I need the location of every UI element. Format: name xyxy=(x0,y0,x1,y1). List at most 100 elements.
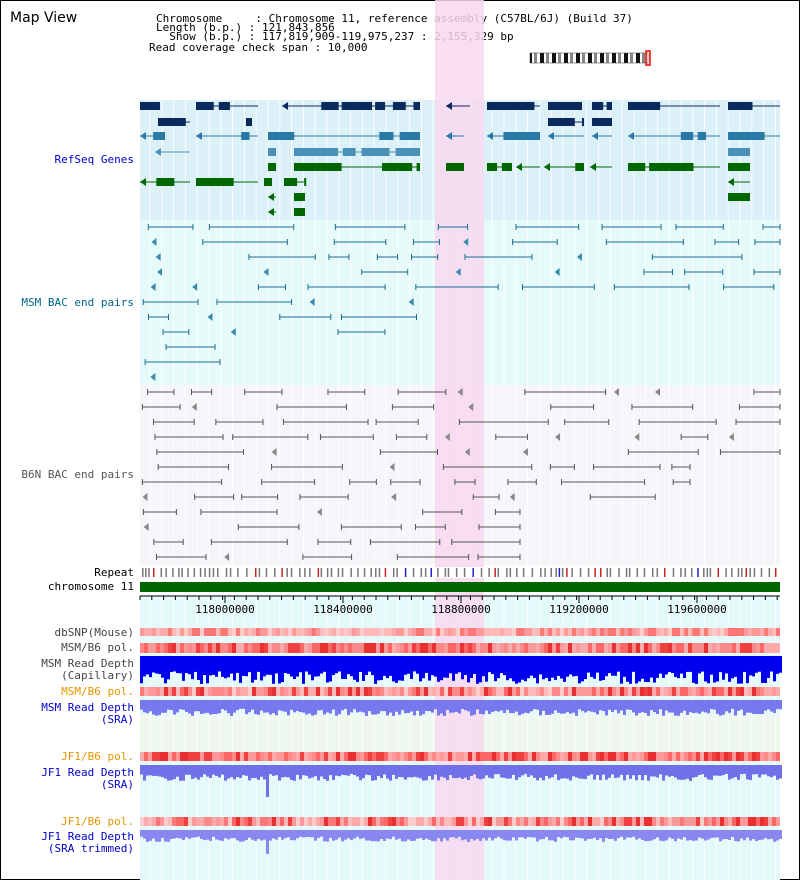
heat-cell xyxy=(296,687,300,696)
depth-bar xyxy=(395,830,398,840)
bac-end-arrow xyxy=(309,298,315,306)
msm-b6-pol-heat-track[interactable] xyxy=(140,643,780,653)
heat-cell xyxy=(572,628,576,636)
depth-bar xyxy=(194,700,197,712)
depth-bar xyxy=(275,765,278,776)
heat-cell xyxy=(632,643,636,653)
depth-bar xyxy=(608,656,611,674)
depth-bar xyxy=(701,656,704,672)
b6n-bac-pairs[interactable] xyxy=(141,388,781,561)
depth-bar xyxy=(755,656,758,673)
heat-cell xyxy=(452,817,456,826)
depth-bar xyxy=(308,656,311,675)
depth-bar xyxy=(542,656,545,680)
bac-end-arrow xyxy=(408,298,414,306)
depth-bar xyxy=(620,700,623,711)
track-label-msm-read-depth-capillary[interactable]: MSM Read Depth (Capillary) xyxy=(41,657,134,682)
depth-bar xyxy=(299,830,302,837)
heat-cell xyxy=(592,817,596,826)
depth-bar xyxy=(149,765,152,776)
depth-bar xyxy=(374,656,377,684)
selected-region-highlight[interactable] xyxy=(435,0,484,880)
depth-bar xyxy=(356,700,359,713)
track-label-jf1-b6-pol-trim[interactable]: JF1/B6 pol. xyxy=(61,815,134,828)
heat-cell xyxy=(596,628,600,636)
depth-bar xyxy=(362,700,365,713)
track-label-msm-b6-pol[interactable]: MSM/B6 pol. xyxy=(61,641,134,654)
track-label-msm-bac[interactable]: MSM BAC end pairs xyxy=(21,296,134,309)
depth-bar xyxy=(224,700,227,711)
heat-cell xyxy=(340,817,344,826)
jf1-b6-pol-heat-track[interactable] xyxy=(140,752,780,761)
heat-cell xyxy=(172,752,176,761)
refseq-gene-features[interactable] xyxy=(140,102,780,216)
depth-bar xyxy=(677,765,680,780)
heat-cell xyxy=(684,643,688,653)
depth-bar xyxy=(245,830,248,841)
heat-cell xyxy=(288,628,292,636)
depth-bar xyxy=(578,830,581,838)
track-label-refseq[interactable]: RefSeq Genes xyxy=(54,153,134,166)
heat-cell xyxy=(656,752,660,761)
gene-arrow xyxy=(628,132,634,140)
gene-exon xyxy=(501,163,512,171)
heat-cell xyxy=(584,687,588,696)
heat-cell xyxy=(184,643,188,653)
msm-bac-pairs[interactable] xyxy=(142,224,781,381)
jf1-read-depth-trimmed[interactable] xyxy=(140,830,782,854)
repeat-mark xyxy=(706,568,709,577)
repeat-mark xyxy=(317,568,320,577)
heat-cell xyxy=(520,817,524,826)
depth-bar xyxy=(446,830,449,841)
bac-end-arrow xyxy=(457,388,463,396)
track-label-msm-read-depth-sra[interactable]: MSM Read Depth (SRA) xyxy=(41,701,134,726)
msm-read-depth-sra[interactable] xyxy=(140,700,782,716)
depth-bar xyxy=(584,700,587,713)
repeat-mark xyxy=(212,568,215,577)
jf1-read-depth-sra[interactable] xyxy=(140,765,782,797)
track-label-jf1-read-depth-trimmed[interactable]: JF1 Read Depth (SRA trimmed) xyxy=(41,830,134,855)
depth-bar xyxy=(425,700,428,711)
heat-cell xyxy=(424,817,428,826)
depth-bar xyxy=(632,830,635,837)
depth-bar xyxy=(326,656,329,683)
depth-bar xyxy=(704,700,707,713)
heat-cell xyxy=(208,643,212,653)
depth-bar xyxy=(200,765,203,778)
repeat-mark xyxy=(609,568,612,577)
gene-arrow xyxy=(246,118,252,126)
heat-cell xyxy=(604,687,608,696)
heat-cell xyxy=(748,817,752,826)
depth-bar xyxy=(377,700,380,714)
chromosome-ideogram[interactable] xyxy=(529,52,649,64)
heat-cell xyxy=(664,643,668,653)
gene-arrow xyxy=(728,163,734,171)
depth-bar xyxy=(764,700,767,711)
bac-end-arrow xyxy=(143,523,149,531)
msm-read-depth-capillary[interactable] xyxy=(140,656,782,684)
track-label-dbsnp[interactable]: dbSNP(Mouse) xyxy=(54,626,134,639)
dbsnp-heat-track[interactable] xyxy=(140,628,780,636)
track-label-msm-b6-pol-sra[interactable]: MSM/B6 pol. xyxy=(61,685,134,698)
gene-exon xyxy=(158,118,186,126)
depth-bar xyxy=(704,765,707,778)
depth-bar xyxy=(362,656,365,681)
depth-bar xyxy=(530,700,533,712)
heat-cell xyxy=(504,752,508,761)
heat-cell xyxy=(436,817,440,826)
chromosome-bar[interactable] xyxy=(140,582,780,592)
depth-bar xyxy=(611,700,614,712)
depth-bar xyxy=(392,700,395,716)
heat-cell xyxy=(744,752,748,761)
heat-cell xyxy=(472,643,476,653)
heat-cell xyxy=(372,643,376,653)
depth-bar xyxy=(302,656,305,684)
track-label-jf1-read-depth-sra[interactable]: JF1 Read Depth (SRA) xyxy=(41,766,134,791)
msm-b6-pol-sra-heat-track[interactable] xyxy=(140,687,780,696)
track-label-jf1-b6-pol[interactable]: JF1/B6 pol. xyxy=(61,750,134,763)
track-label-b6n-bac[interactable]: B6N BAC end pairs xyxy=(21,468,134,481)
jf1-b6-pol-trim-heat-track[interactable] xyxy=(140,817,780,826)
heat-cell xyxy=(588,687,592,696)
depth-bar xyxy=(233,830,236,839)
